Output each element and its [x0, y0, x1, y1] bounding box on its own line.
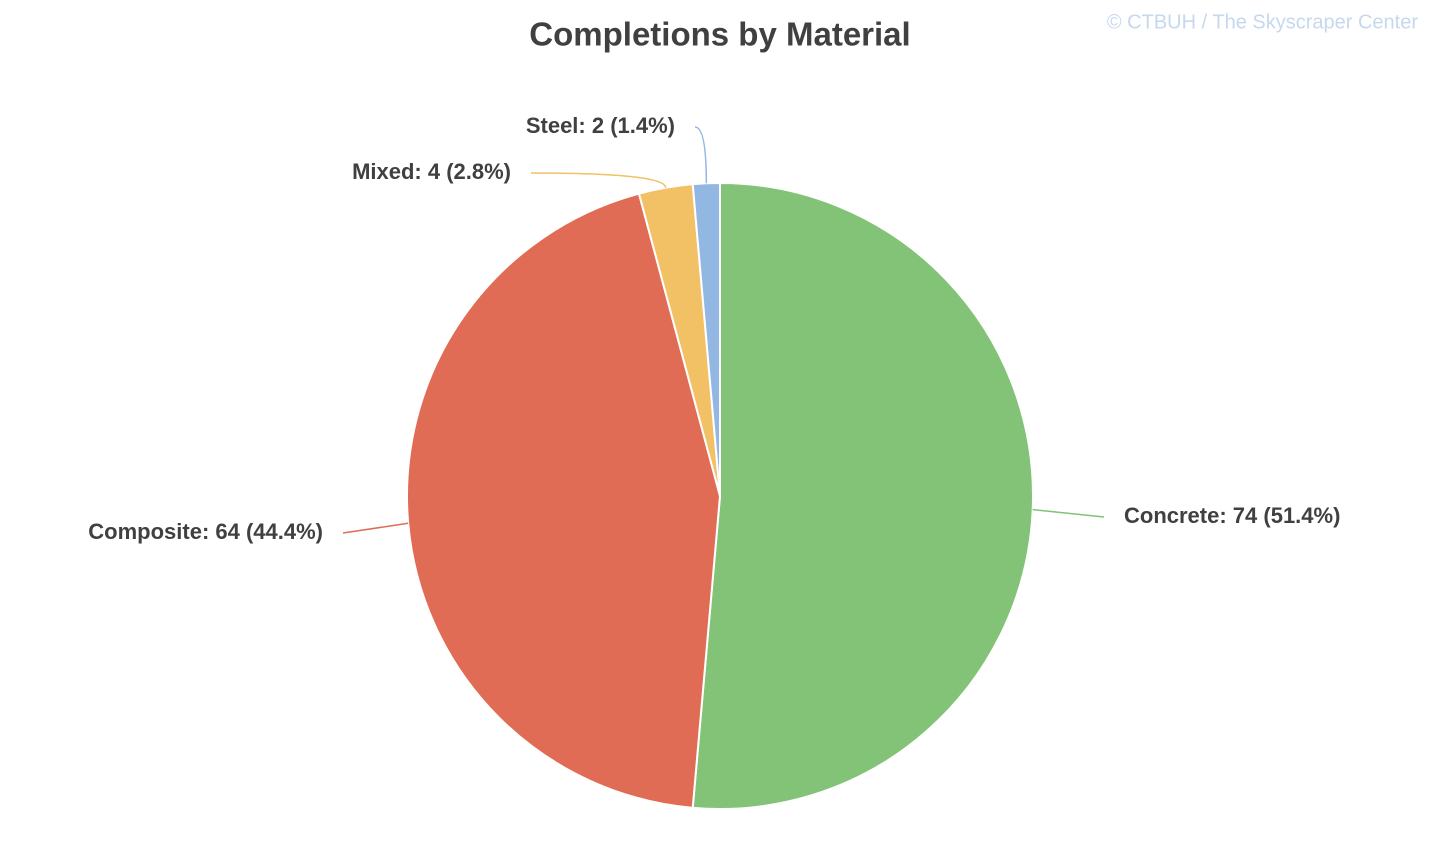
chart-title: Completions by Material [529, 16, 910, 53]
credit: © CTBUH / The Skyscraper Center [1107, 11, 1418, 33]
leader-line [342, 522, 409, 534]
data-label: Composite: 64 (44.4%) [88, 519, 323, 544]
pie-slice [691, 181, 1034, 810]
data-label: Steel: 2 (1.4%) [526, 113, 675, 138]
data-label: Mixed: 4 (2.8%) [352, 159, 511, 184]
leader-line [694, 126, 708, 184]
leader-line [1032, 508, 1105, 518]
data-label: Concrete: 74 (51.4%) [1124, 503, 1340, 528]
leader-line [530, 172, 667, 188]
